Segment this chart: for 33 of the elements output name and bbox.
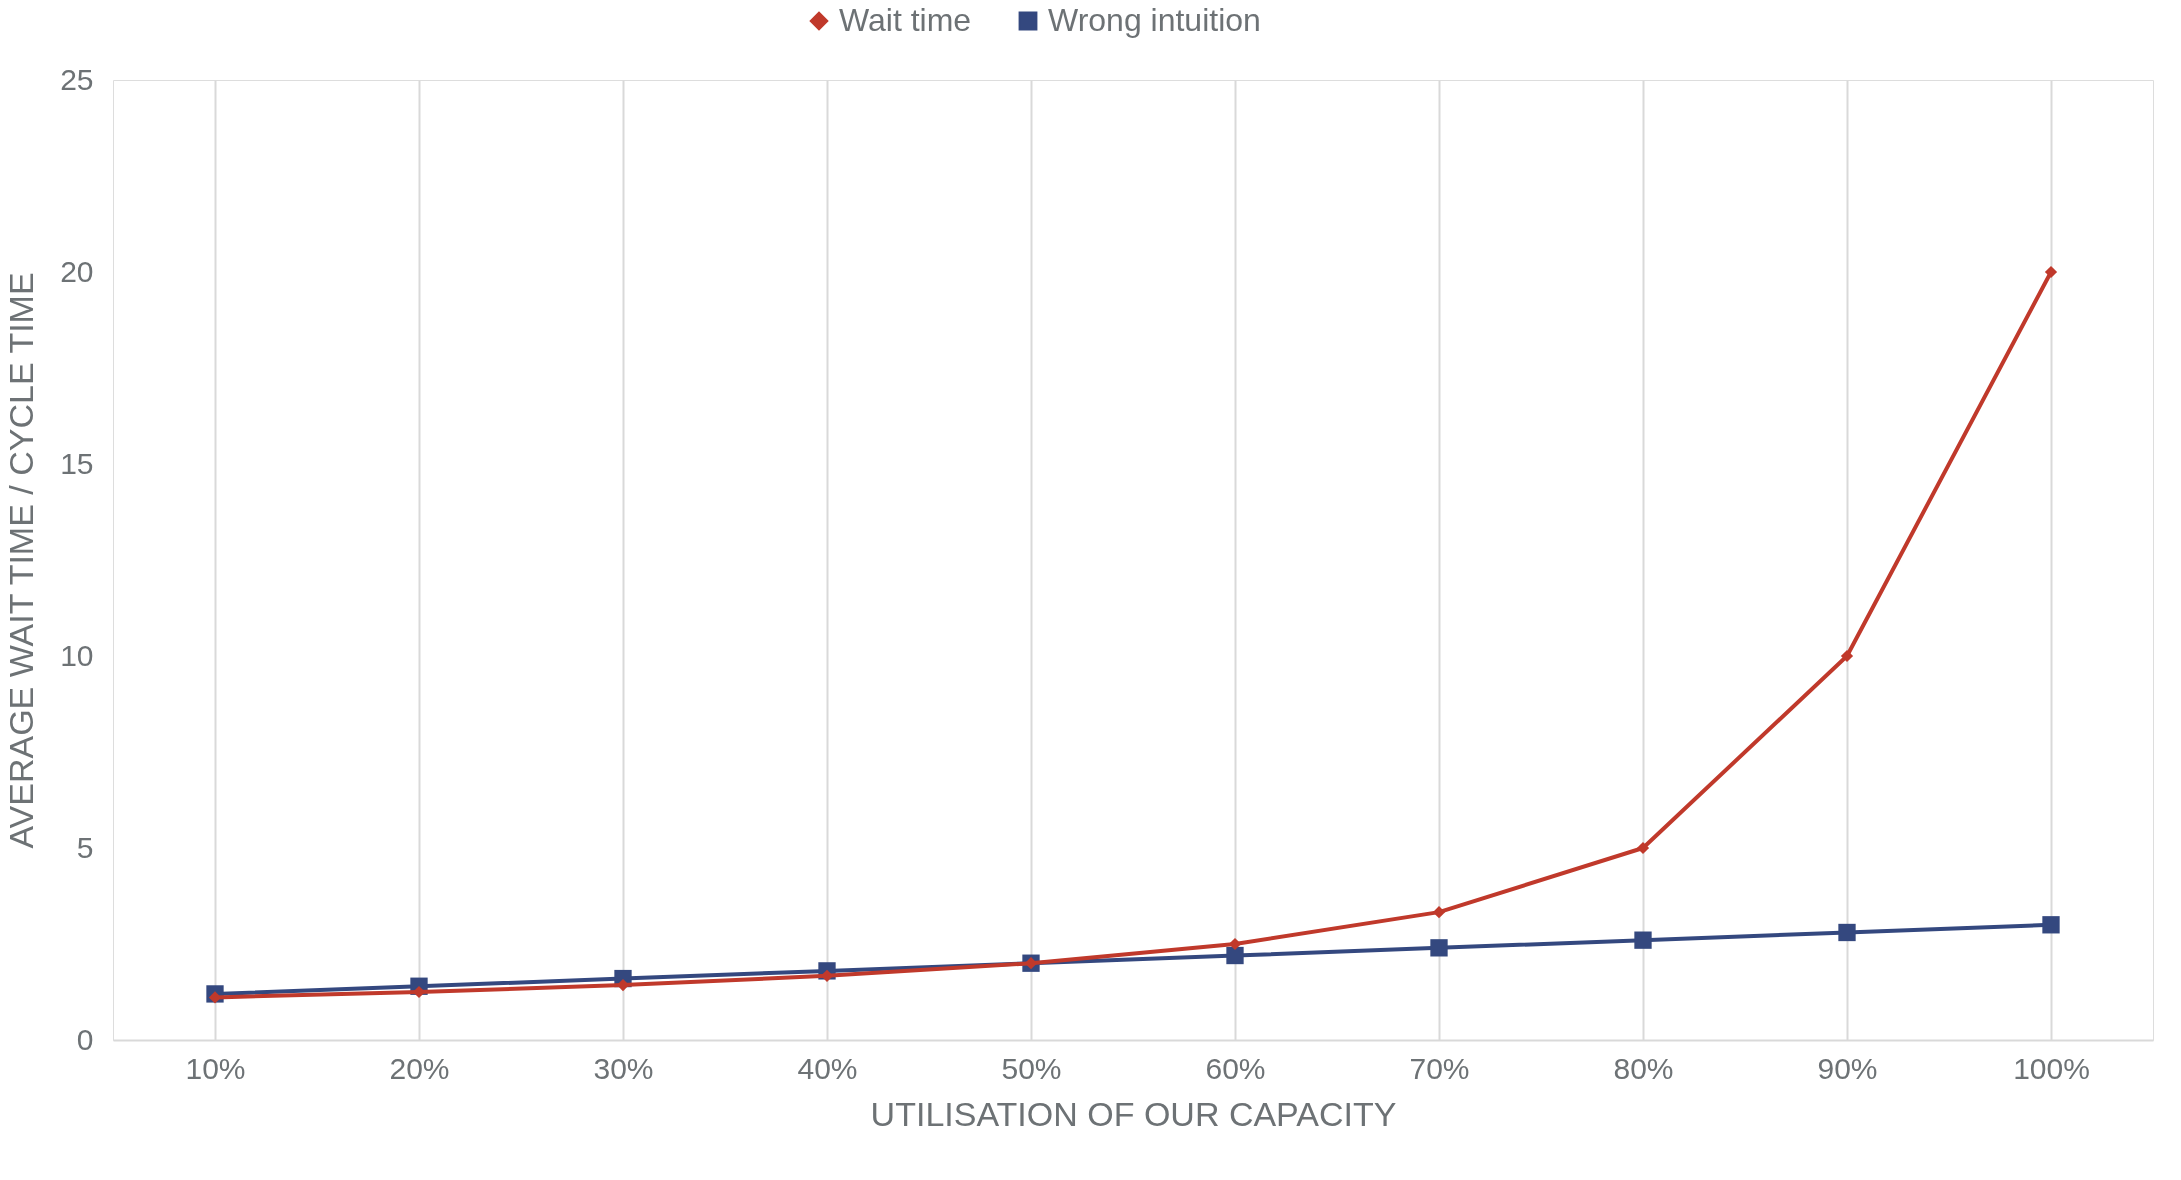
point — [412, 985, 426, 999]
x-tick-label: 10% — [185, 1051, 246, 1085]
x-tick-label: 20% — [389, 1051, 450, 1085]
y-tick-label: 5 — [76, 830, 94, 864]
point — [1636, 841, 1650, 855]
point — [1432, 906, 1446, 919]
y-tick-label: 10 — [60, 638, 94, 672]
x-tick-label: 80% — [1613, 1051, 1674, 1085]
x-tick-label: 50% — [1001, 1051, 1062, 1085]
y-tick-label: 0 — [76, 1022, 94, 1056]
point — [2044, 265, 2058, 279]
y-tick-label: 15 — [60, 446, 94, 480]
x-tick-label: 40% — [797, 1051, 858, 1085]
y-tick-label: 20 — [60, 254, 94, 288]
x-tick-label: 70% — [1409, 1051, 1470, 1085]
point — [1634, 931, 1652, 949]
point — [208, 991, 222, 1004]
y-axis-title: AVERAGE WAIT TIME / CYCLE TIME — [2, 272, 41, 849]
x-tick-label: 30% — [593, 1051, 654, 1085]
x-tick-label: 90% — [1817, 1051, 1878, 1085]
point — [1838, 923, 1856, 942]
legend-label: Wait time — [839, 2, 972, 38]
point — [820, 969, 834, 982]
legend-label: Wrong intuition — [1048, 2, 1261, 38]
point — [1430, 939, 1448, 957]
x-axis-title: UTILISATION OF OUR CAPACITY — [870, 1094, 1397, 1133]
point — [2042, 916, 2060, 934]
point — [1840, 649, 1854, 663]
point — [1226, 946, 1244, 965]
x-tick-label: 60% — [1205, 1051, 1266, 1085]
point — [1228, 937, 1242, 951]
x-tick-label: 100% — [2013, 1051, 2090, 1085]
y-tick-label: 25 — [60, 62, 94, 96]
